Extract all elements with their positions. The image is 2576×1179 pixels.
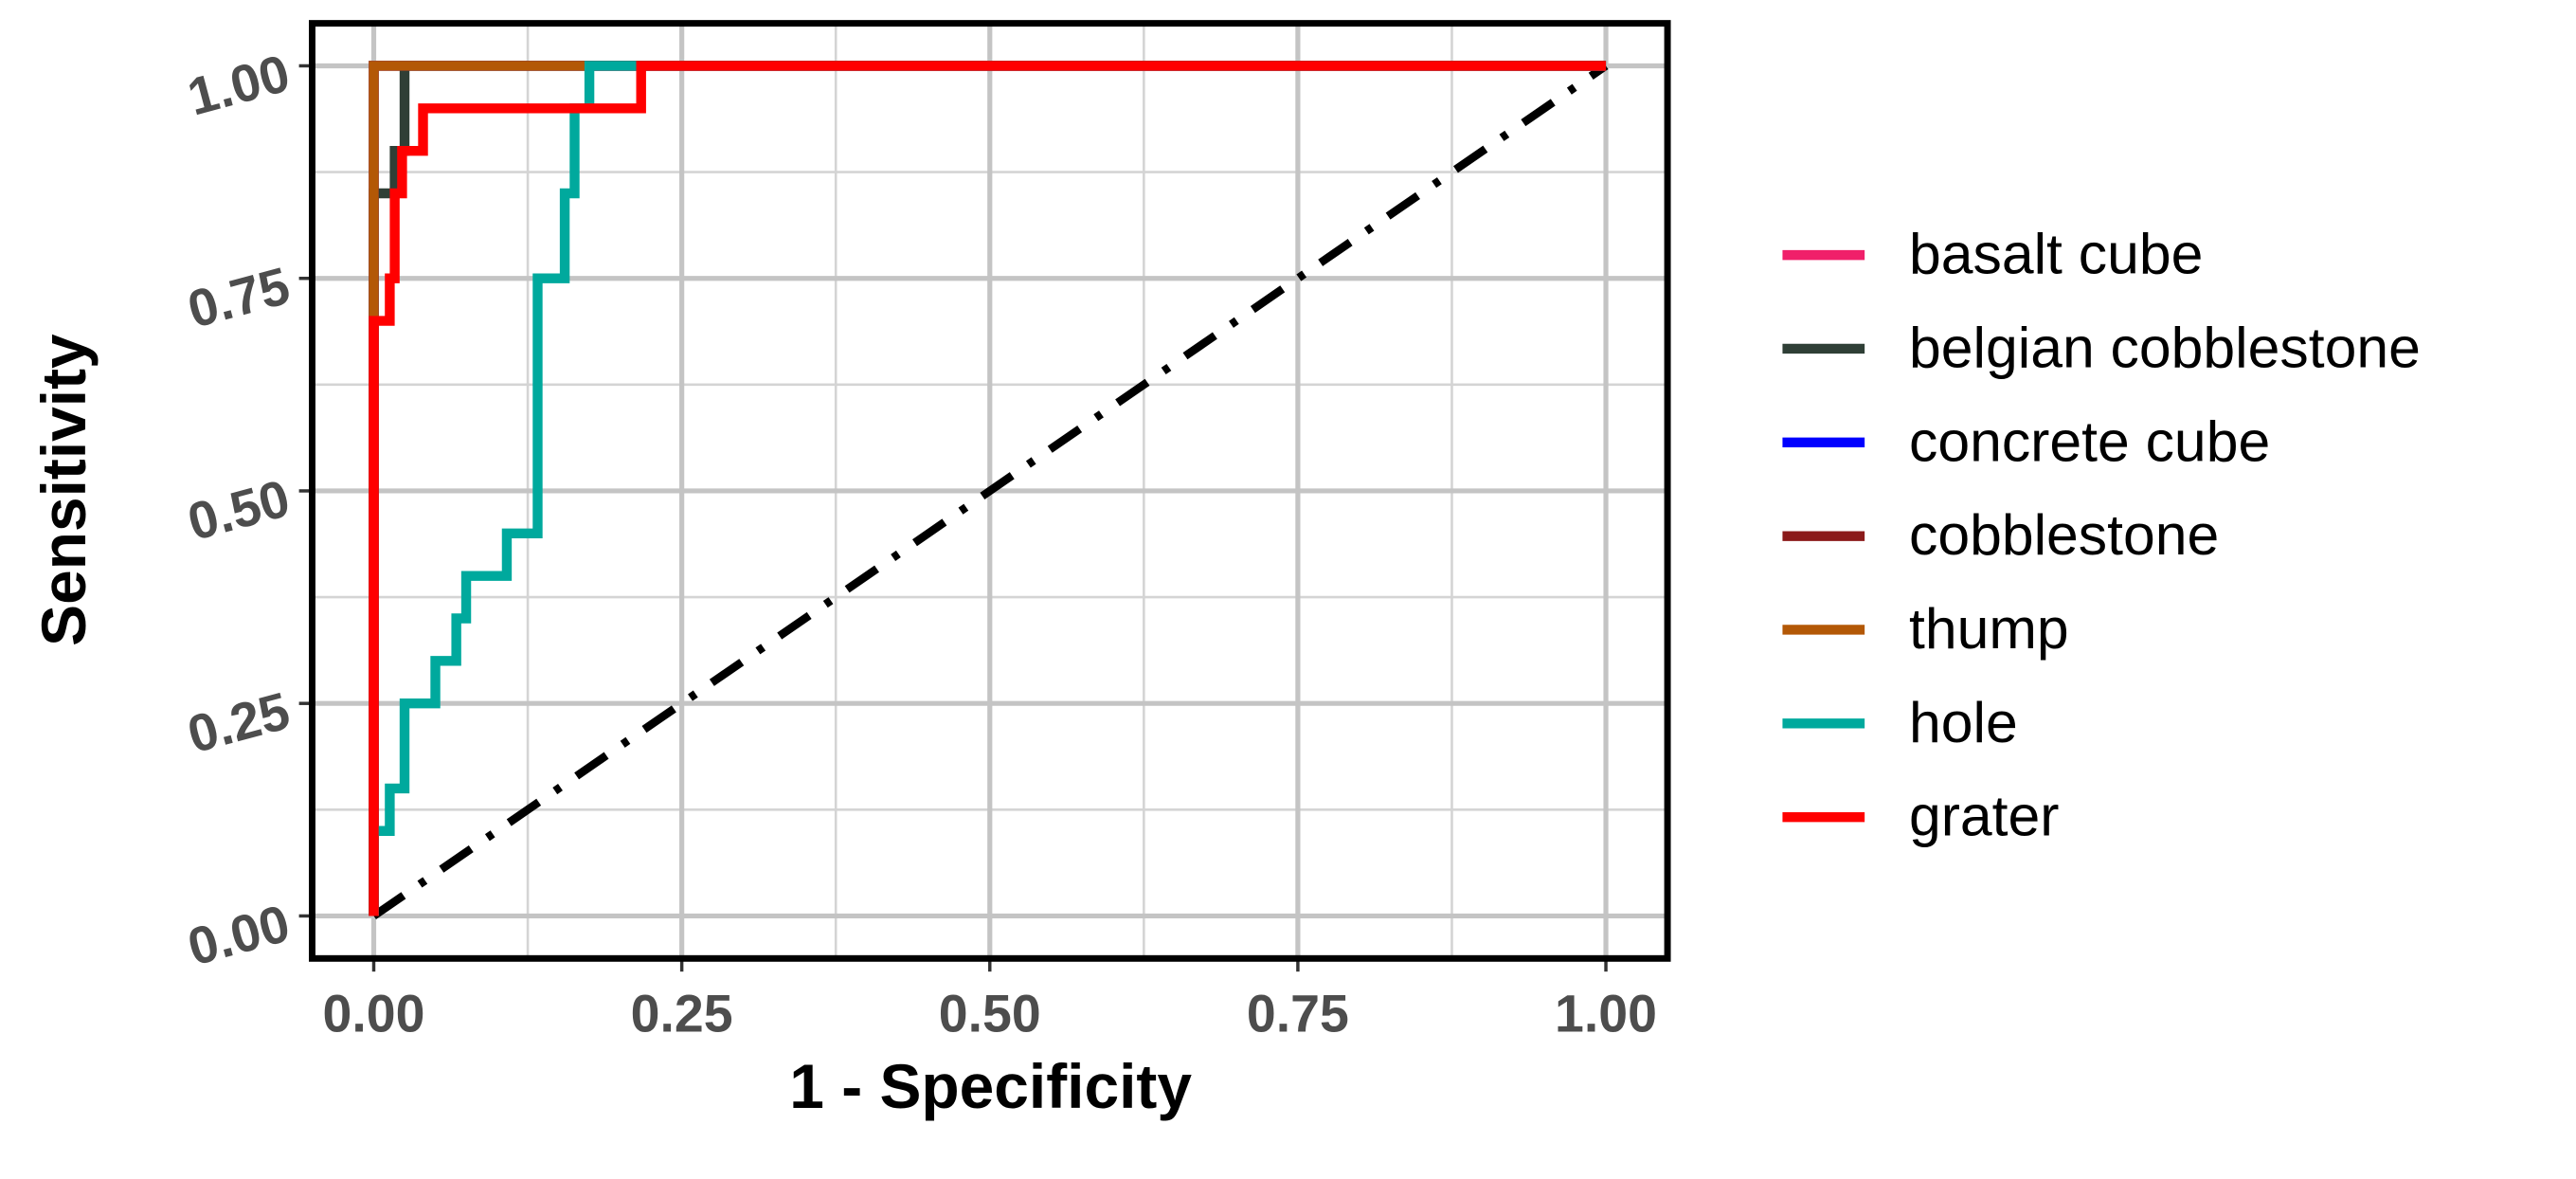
y-tick-label: 0.25: [182, 680, 296, 764]
x-tick-label: 0.25: [631, 984, 733, 1043]
legend-label: thump: [1909, 596, 2069, 661]
legend-label: concrete cube: [1909, 408, 2270, 473]
y-tick-label: 0.50: [182, 468, 296, 552]
x-tick-label: 0.75: [1247, 984, 1349, 1043]
legend-label: basalt cube: [1909, 222, 2203, 286]
x-tick-label: 1.00: [1555, 984, 1657, 1043]
legend-label: hole: [1909, 690, 2018, 754]
legend-label: cobblestone: [1909, 502, 2219, 567]
roc-line: [369, 61, 1607, 916]
y-tick-label: 0.75: [182, 256, 296, 339]
x-tick-label: 0.00: [323, 984, 425, 1043]
legend-label: belgian cobblestone: [1909, 315, 2421, 379]
x-axis-title: 1 - Specificity: [789, 1051, 1192, 1121]
roc-line: [369, 61, 1607, 916]
y-tick-label: 1.00: [182, 44, 296, 127]
y-axis-title: Sensitivity: [28, 334, 99, 646]
plot-border: [309, 20, 1671, 962]
reference-diagonal: [371, 62, 1609, 920]
x-tick-label: 0.50: [939, 984, 1041, 1043]
legend-label: grater: [1909, 784, 2060, 848]
y-tick-label: 0.00: [182, 894, 296, 977]
